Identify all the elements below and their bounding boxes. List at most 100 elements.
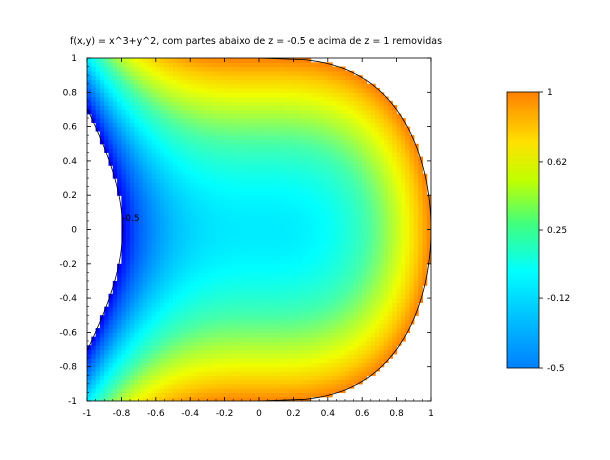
heatmap-cell [280,122,286,128]
heatmap-cell [147,242,153,248]
heatmap-cell [254,79,260,85]
heatmap-cell [271,392,277,398]
heatmap-cell [319,302,325,308]
heatmap-cell [216,268,221,273]
heatmap-cell [134,250,140,256]
heatmap-cell [125,178,131,183]
heatmap-cell [241,156,247,162]
heatmap-cell [134,276,140,282]
heatmap-cell [203,190,208,196]
heatmap-cell [185,276,191,282]
heatmap-cell [190,332,196,338]
heatmap-cell [134,88,140,93]
heatmap-cell [211,302,217,308]
heatmap-cell [190,195,196,201]
heatmap-cell [112,388,118,394]
heatmap-cell [276,190,282,196]
heatmap-cell [280,212,286,218]
heatmap-cell [366,178,372,183]
heatmap-cell [198,165,204,171]
heatmap-cell [207,250,213,256]
heatmap-cell [112,113,118,119]
heatmap-cell [142,152,148,158]
heatmap-cell [263,105,269,111]
heatmap-cell [340,383,346,389]
heatmap-cell [362,178,368,183]
heatmap-cell [151,268,157,273]
heatmap-cell [151,62,157,68]
heatmap-cell [323,66,329,72]
heatmap-cell [155,182,161,188]
heatmap-cell [151,79,157,85]
heatmap-cell [87,345,92,351]
heatmap-cell [327,169,333,175]
heatmap-cell [207,392,213,398]
heatmap-cell [108,302,114,308]
heatmap-cell [177,109,183,115]
heatmap-cell [306,190,312,196]
heatmap-cell [323,353,329,359]
heatmap-cell [151,306,157,312]
heatmap-cell [314,358,320,364]
heatmap-cell [271,272,277,278]
heatmap-cell [155,336,161,342]
heatmap-cell [284,212,290,218]
heatmap-cell [108,310,114,316]
heatmap-cell [181,190,187,196]
heatmap-cell [327,83,333,89]
heatmap-cell [121,66,127,72]
heatmap-cell [207,199,213,205]
heatmap-cell [250,306,256,312]
heatmap-cell [345,323,350,329]
heatmap-cell [233,70,239,76]
heatmap-cell [117,152,122,158]
heatmap-cell [168,190,174,196]
heatmap-cell [271,122,277,128]
heatmap-cell [353,169,359,175]
heatmap-cell [203,353,208,359]
heatmap-cell [190,100,196,106]
heatmap-cell [310,388,316,394]
heatmap-cell [142,173,148,179]
heatmap-cell [340,306,346,312]
heatmap-cell [160,83,165,89]
heatmap-cell [147,122,153,128]
heatmap-cell [310,118,316,123]
heatmap-cell [138,96,144,102]
heatmap-cell [314,156,320,162]
heatmap-cell [142,186,148,192]
heatmap-cell [220,383,226,389]
heatmap-cell [254,276,260,282]
heatmap-cell [353,349,359,355]
heatmap-cell [142,66,148,72]
heatmap-cell [181,250,187,256]
heatmap-cell [155,173,161,179]
heatmap-cell [310,66,316,72]
heatmap-cell [121,203,127,209]
heatmap-cell [293,190,299,196]
heatmap-cell [190,276,196,282]
heatmap-cell [190,310,196,316]
heatmap-cell [104,319,110,325]
heatmap-cell [237,242,243,248]
heatmap-cell [112,298,118,303]
heatmap-cell [160,336,165,342]
heatmap-cell [220,118,226,123]
heatmap-cell [164,285,170,291]
heatmap-cell [327,100,333,106]
heatmap-cell [112,156,118,162]
heatmap-cell [297,148,303,153]
heatmap-cell [306,370,312,376]
heatmap-cell [241,122,247,128]
heatmap-cell [289,345,294,351]
heatmap-cell [99,323,105,329]
heatmap-cell [233,233,239,239]
heatmap-cell [340,225,346,231]
heatmap-cell [198,340,204,346]
heatmap-cell [267,336,273,342]
heatmap-cell [263,186,269,192]
heatmap-cell [310,289,316,295]
heatmap-cell [271,186,277,192]
heatmap-cell [121,208,127,213]
heatmap-cell [362,349,368,355]
